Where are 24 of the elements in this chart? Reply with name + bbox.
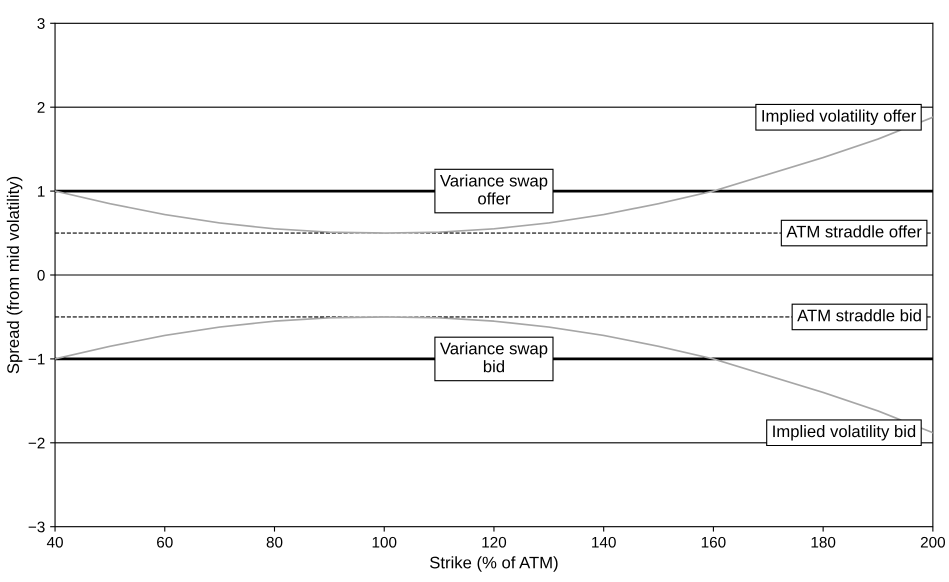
ref-line-label: ATM straddle bid [797,309,921,322]
x-tick-label: 200 [920,536,946,548]
ref-line-label: ATM straddle offer [786,225,922,238]
x-tick-label: 120 [482,536,506,548]
y-tick-label: −3 [28,522,45,532]
y-tick-label: −2 [28,438,45,448]
ref-line-label: Variance swap offer [440,174,548,205]
x-axis-title: Strike (% of ATM) [430,556,558,572]
x-tick-label: 140 [592,536,616,548]
y-tick-label: −1 [28,354,45,364]
y-tick-label: 2 [38,102,45,113]
y-tick-label: 1 [38,186,45,197]
ref-line-label: Variance swap bid [440,342,548,372]
x-tick-label: 100 [372,536,396,548]
x-tick-label: 60 [157,536,173,548]
x-tick-label: 180 [812,536,836,548]
y-axis-title: Spread (from mid volatility) [6,176,22,374]
annotation: Implied volatility offer [762,109,916,126]
y-tick-label: 0 [37,270,45,281]
x-tick-label: 40 [46,536,63,548]
x-tick-label: 80 [266,536,282,548]
x-tick-label: 160 [702,536,726,548]
annotation: Implied volatility bid [773,424,916,441]
y-tick-label: 3 [37,18,45,29]
